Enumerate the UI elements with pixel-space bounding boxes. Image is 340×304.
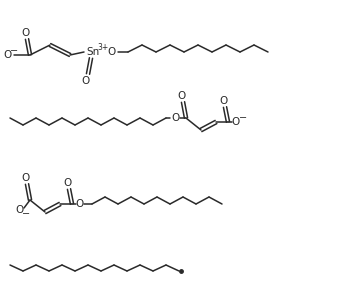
Text: Sn: Sn [86,47,100,57]
Text: −: − [10,46,18,56]
Text: O: O [63,178,71,188]
Text: O: O [108,47,116,57]
Text: O: O [232,117,240,127]
Text: O: O [4,50,12,60]
Text: O: O [76,199,84,209]
Text: O: O [82,76,90,86]
Text: O: O [171,113,179,123]
Text: O: O [219,96,227,106]
Text: −: − [22,209,30,219]
Text: O: O [177,91,185,101]
Text: −: − [239,113,247,123]
Text: 3+: 3+ [97,43,108,53]
Text: O: O [16,205,24,215]
Text: O: O [21,173,29,183]
Text: O: O [21,28,29,38]
